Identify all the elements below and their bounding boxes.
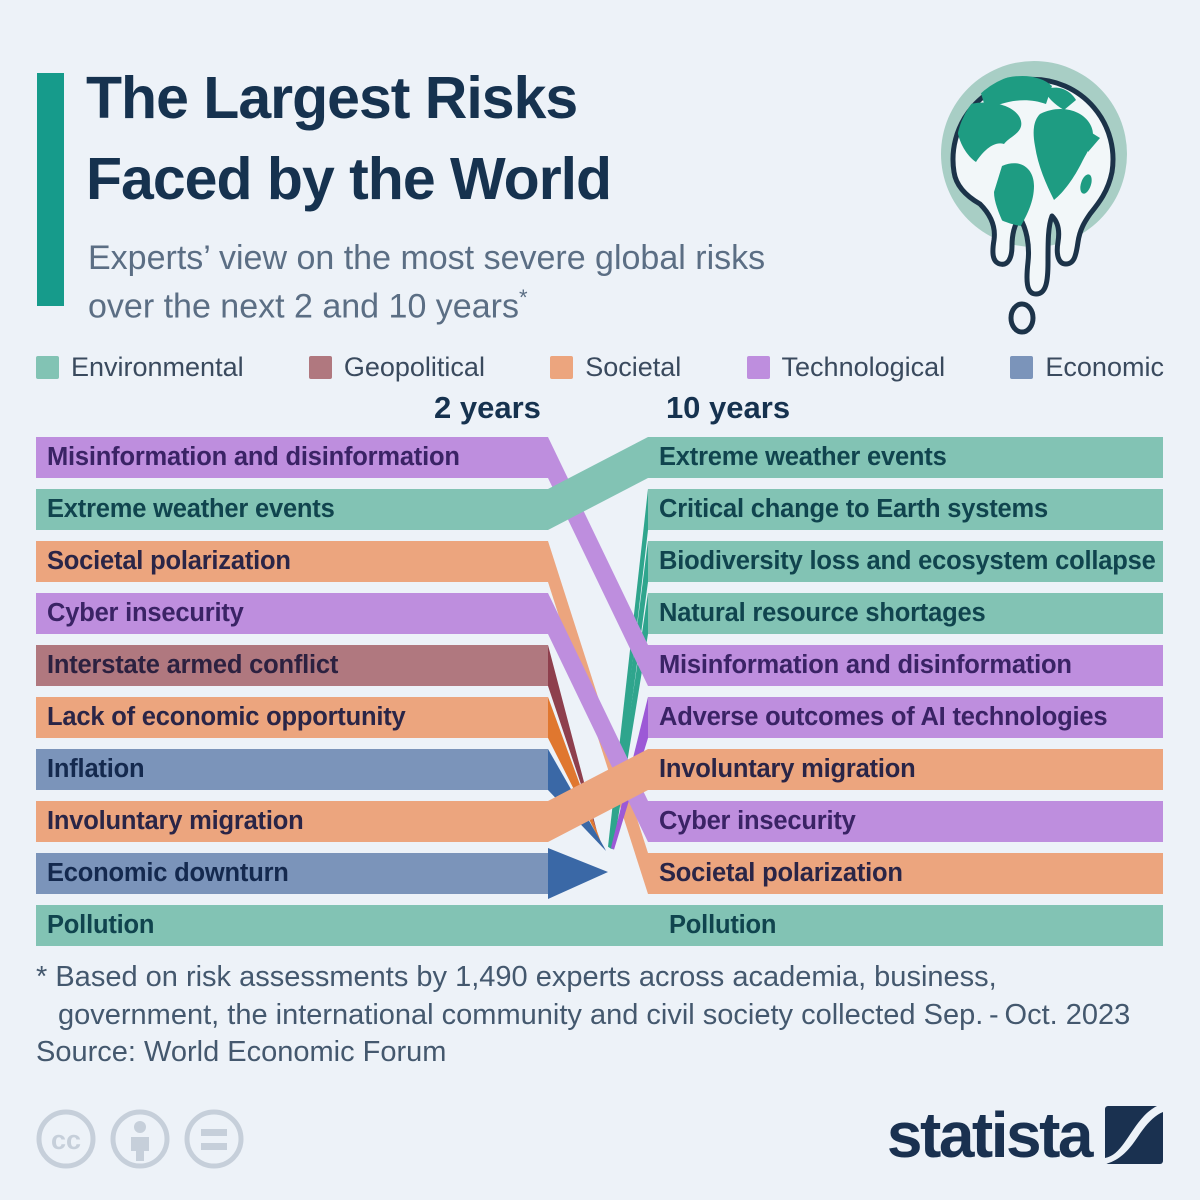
- risk-bar-right-5: Misinformation and disinformation: [648, 645, 1163, 686]
- risk-bar-left-9: Economic downturn: [36, 853, 548, 894]
- equals-icon: [184, 1109, 244, 1169]
- risk-bar-right-6: Adverse outcomes of AI technologies: [648, 697, 1163, 738]
- legend-label: Economic: [1045, 352, 1164, 382]
- legend-label: Geopolitical: [343, 352, 485, 382]
- risk-bar-right-4: Natural resource shortages: [648, 593, 1163, 634]
- footnote: * Based on risk assessments by 1,490 exp…: [36, 958, 1130, 1035]
- flow-ribbon: [548, 749, 648, 842]
- melting-earth-icon: [941, 61, 1127, 335]
- risk-bar-right-2: Critical change to Earth systems: [648, 489, 1163, 530]
- risk-bar-left-5: Interstate armed conflict: [36, 645, 548, 686]
- page-subtitle: Experts’ view on the most severe global …: [88, 234, 765, 331]
- risk-label: Cyber insecurity: [659, 807, 856, 835]
- risk-label: Pollution: [47, 911, 155, 939]
- legend-label: Societal: [585, 352, 682, 382]
- footnote-line-2: government, the international community …: [58, 999, 1131, 1032]
- risk-bar-left-1: Misinformation and disinformation: [36, 437, 548, 478]
- risk-label: Economic downturn: [47, 859, 289, 887]
- legend-label: Environmental: [71, 352, 244, 382]
- page-title: The Largest Risks Faced by the World: [86, 58, 612, 221]
- risk-bar-right-1: Extreme weather events: [648, 437, 1163, 478]
- risk-label: Misinformation and disinformation: [659, 651, 1072, 679]
- category-legend: Environmental Geopolitical Societal Technol…: [36, 352, 1164, 383]
- risk-label: Natural resource shortages: [659, 599, 986, 627]
- accent-bar: [37, 73, 64, 306]
- risk-label: Inflation: [47, 755, 145, 783]
- risk-bar-left-7: Inflation: [36, 749, 548, 790]
- legend-item-societal: Societal: [550, 352, 681, 383]
- risk-label: Societal polarization: [47, 547, 291, 575]
- source-line: Source: World Economic Forum: [36, 1036, 447, 1068]
- legend-swatch-economic: [1010, 356, 1034, 379]
- legend-item-geopolitical: Geopolitical: [308, 352, 485, 383]
- risk-bar-left-3: Societal polarization: [36, 541, 548, 582]
- risk-label: Adverse outcomes of AI technologies: [659, 703, 1108, 731]
- svg-text:cc: cc: [51, 1125, 81, 1155]
- cc-icon: cc: [36, 1109, 96, 1169]
- risk-bar-left-6: Lack of economic opportunity: [36, 697, 548, 738]
- statista-wordmark: statista: [886, 1099, 1094, 1171]
- risk-label: Lack of economic opportunity: [47, 703, 406, 731]
- risk-label: Cyber insecurity: [47, 599, 244, 627]
- subtitle-line-2: over the next 2 and 10 years: [88, 287, 519, 326]
- risk-label: Critical change to Earth systems: [659, 495, 1048, 523]
- legend-swatch-geopolitical: [308, 356, 332, 379]
- risk-bar-left-8: Involuntary migration: [36, 801, 548, 842]
- license-icons[interactable]: cc: [33, 1105, 293, 1175]
- risk-label: Interstate armed conflict: [47, 651, 339, 679]
- legend-item-economic: Economic: [1010, 352, 1164, 383]
- statista-logo-icon: [1105, 1106, 1163, 1164]
- statista-logo: statista: [887, 1098, 1163, 1172]
- column-header-2-years: 2 years: [434, 390, 541, 425]
- legend-swatch-technological: [746, 356, 770, 379]
- column-header-10-years: 10 years: [665, 390, 791, 425]
- risk-label: Extreme weather events: [47, 495, 335, 523]
- risk-label: Involuntary migration: [659, 755, 916, 783]
- flow-ribbon: [548, 848, 608, 899]
- risk-bar-right-9: Societal polarization: [648, 853, 1163, 894]
- subtitle-asterisk: *: [518, 285, 528, 311]
- subtitle-line-1: Experts’ view on the most severe global …: [88, 239, 766, 277]
- flow-ribbon: [548, 437, 648, 530]
- title-line-2: Faced by the World: [86, 146, 612, 213]
- footnote-line-1: * Based on risk assessments by 1,490 exp…: [36, 961, 997, 993]
- legend-swatch-environmental: [36, 356, 59, 379]
- legend-label: Technological: [781, 352, 946, 382]
- risk-bar-right-7: Involuntary migration: [648, 749, 1163, 790]
- risk-label: Misinformation and disinformation: [47, 443, 460, 471]
- risk-label: Societal polarization: [659, 859, 903, 887]
- legend-item-environmental: Environmental: [36, 352, 244, 383]
- legend-swatch-societal: [550, 356, 574, 379]
- risk-bar-left-2: Extreme weather events: [36, 489, 548, 530]
- risk-bar-right-3: Biodiversity loss and ecosystem collapse: [648, 541, 1163, 582]
- risk-label: Biodiversity loss and ecosystem collapse: [659, 547, 1156, 575]
- risk-bar-right-8: Cyber insecurity: [648, 801, 1163, 842]
- attribution-person-icon: [110, 1109, 170, 1169]
- risk-label-right: Pollution: [669, 911, 777, 939]
- risk-label: Extreme weather events: [659, 443, 947, 471]
- legend-item-technological: Technological: [746, 352, 946, 383]
- risk-bar-left-4: Cyber insecurity: [36, 593, 548, 634]
- risk-label: Involuntary migration: [47, 807, 304, 835]
- risk-bar-left-10: Pollution Pollution: [36, 905, 1163, 946]
- title-line-1: The Largest Risks: [86, 65, 578, 131]
